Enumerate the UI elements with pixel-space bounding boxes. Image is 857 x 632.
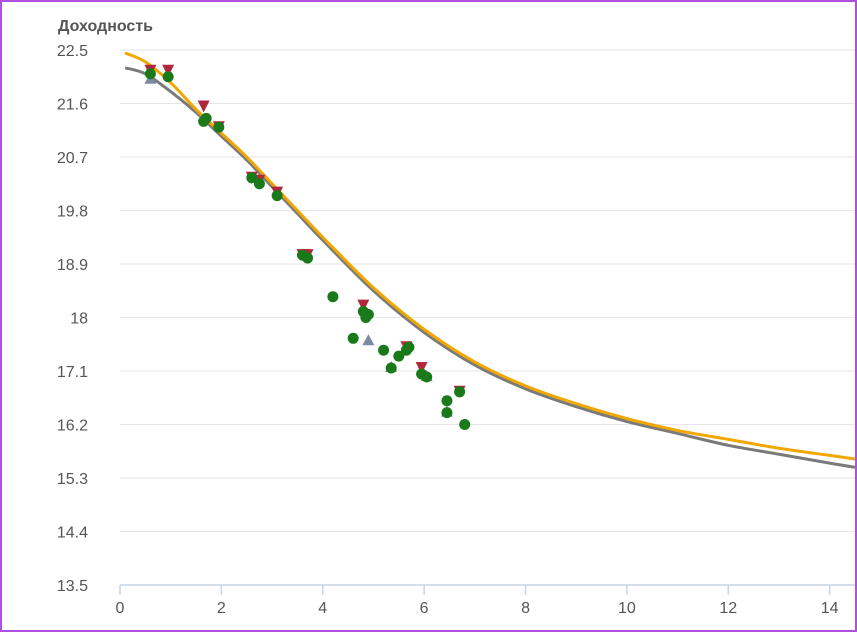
x-axis (119, 584, 855, 595)
y-tick-label: 16.2 (57, 418, 88, 435)
data-point[interactable] (459, 419, 471, 430)
data-point[interactable] (302, 252, 314, 264)
x-tick-labels: 0 2 4 6 8 10 12 14 (116, 600, 839, 617)
red-triangle-marker (197, 100, 210, 113)
y-tick-label: 20.7 (57, 150, 88, 167)
data-point[interactable] (144, 68, 156, 80)
x-tick-label: 4 (318, 600, 327, 617)
y-axis-label: Доходность (58, 18, 153, 35)
data-point[interactable] (213, 121, 225, 133)
data-point[interactable] (347, 332, 359, 344)
grid-lines (120, 49, 855, 586)
x-tick-label: 14 (821, 600, 839, 617)
y-tick-label: 22.5 (57, 43, 88, 60)
x-tick-label: 6 (420, 600, 429, 617)
data-point[interactable] (271, 190, 283, 202)
x-tick-label: 12 (719, 600, 737, 617)
data-point[interactable] (385, 362, 397, 374)
y-tick-label: 21.6 (57, 97, 88, 114)
data-point[interactable] (441, 395, 453, 407)
y-tick-label: 18.9 (57, 257, 88, 274)
y-tick-labels: 22.5 21.6 20.7 19.8 18.9 18 17.1 16.2 15.3 14.4 13… (57, 43, 88, 595)
y-tick-label: 13.5 (57, 578, 88, 595)
data-point[interactable] (253, 178, 265, 190)
gray-triangle-marker (362, 334, 375, 346)
data-point[interactable] (378, 344, 390, 356)
x-tick-label: 2 (217, 600, 226, 617)
data-point[interactable] (162, 71, 174, 83)
data-point[interactable] (327, 291, 339, 303)
data-point[interactable] (362, 309, 374, 321)
y-tick-label: 17.1 (57, 364, 88, 381)
curve-gray (124, 66, 856, 469)
y-tick-label: 15.3 (57, 471, 88, 488)
x-tick-label: 0 (116, 600, 125, 617)
y-tick-label: 14.4 (57, 525, 88, 542)
y-tick-label: 19.8 (57, 204, 88, 221)
y-tick-label: 18 (70, 311, 88, 328)
red-triangle-marker (162, 64, 175, 77)
markers (144, 64, 471, 430)
curves (124, 51, 856, 469)
data-point[interactable] (246, 172, 258, 184)
data-point[interactable] (200, 112, 212, 124)
data-point[interactable] (441, 407, 453, 419)
curve-orange (124, 51, 856, 461)
red-triangle-marker (357, 299, 370, 312)
data-point[interactable] (421, 371, 433, 383)
x-tick-label: 10 (618, 600, 636, 617)
x-tick-label: 8 (521, 600, 530, 617)
data-point[interactable] (393, 350, 405, 362)
red-triangle-marker (415, 362, 428, 375)
data-point[interactable] (454, 386, 466, 398)
data-point[interactable] (403, 341, 415, 353)
